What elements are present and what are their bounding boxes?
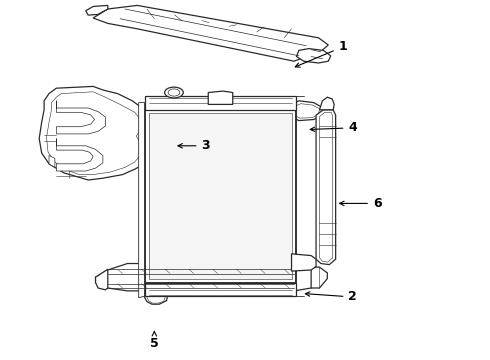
Polygon shape [86,5,108,15]
Text: 1: 1 [295,40,347,67]
Ellipse shape [301,108,312,114]
Ellipse shape [168,89,180,96]
Polygon shape [316,110,336,265]
Text: 3: 3 [178,139,210,152]
Polygon shape [289,101,323,121]
Bar [145,283,296,296]
Ellipse shape [151,294,161,300]
Ellipse shape [318,275,325,281]
Polygon shape [96,264,318,291]
Polygon shape [319,112,333,262]
Polygon shape [296,49,331,63]
Polygon shape [93,5,328,61]
Polygon shape [319,97,334,110]
Polygon shape [208,91,233,104]
Polygon shape [56,139,103,171]
Polygon shape [47,92,141,175]
Ellipse shape [312,53,320,57]
Ellipse shape [153,295,158,298]
Text: 2: 2 [305,291,357,303]
Polygon shape [49,156,55,167]
Bar [149,113,292,279]
Polygon shape [145,289,168,304]
Ellipse shape [165,87,183,98]
Bar [145,96,296,110]
Polygon shape [147,292,165,303]
Polygon shape [139,103,145,298]
Polygon shape [292,254,316,271]
Text: 4: 4 [310,121,357,134]
Polygon shape [96,269,108,290]
Polygon shape [294,104,319,118]
Text: 5: 5 [150,331,159,350]
Polygon shape [56,101,105,134]
Bar [145,110,296,283]
Polygon shape [311,267,327,288]
Polygon shape [39,86,152,180]
Text: 6: 6 [340,197,382,210]
